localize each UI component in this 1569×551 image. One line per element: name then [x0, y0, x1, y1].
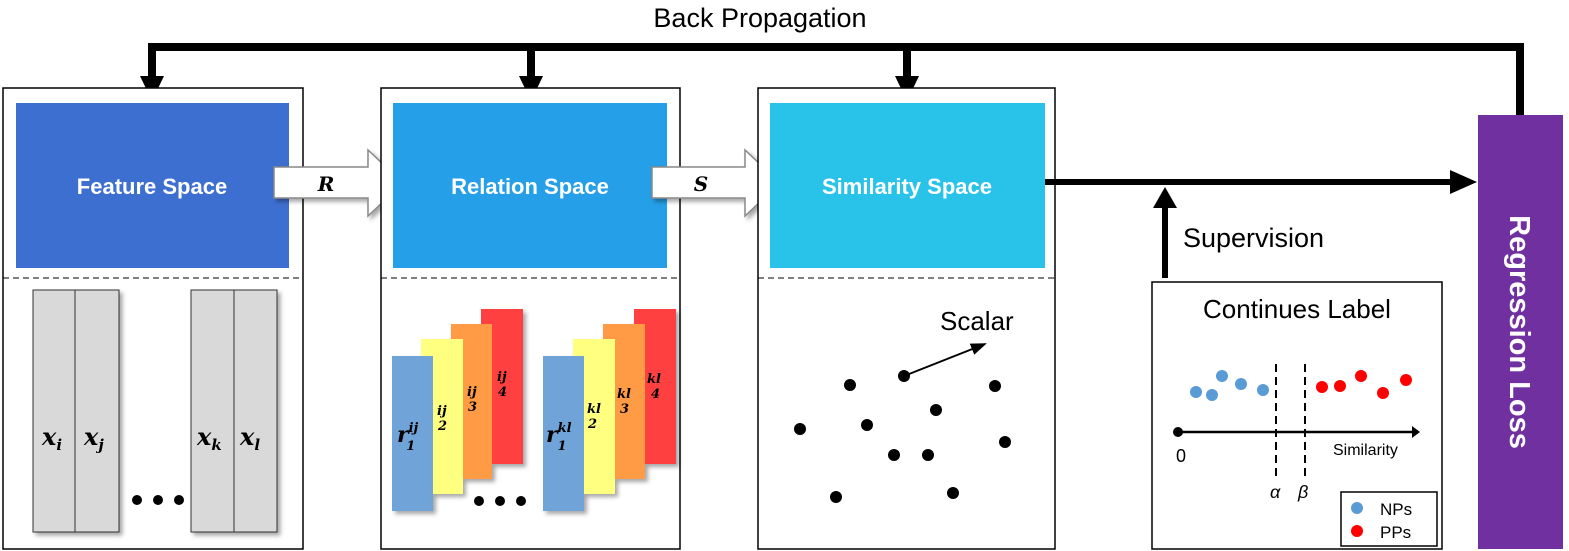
- scalar-label: Scalar: [940, 306, 1014, 336]
- ellipsis-icon: [474, 496, 526, 506]
- similarity-points: [794, 370, 1011, 503]
- r3-ij: ij 3: [467, 385, 477, 415]
- r4-kl: kl 4: [647, 372, 661, 402]
- axis-label: Similarity: [1333, 442, 1398, 459]
- similarity-panel: Similarity Space Scalar: [757, 87, 1056, 550]
- r1-kl: rkl 1: [546, 421, 572, 454]
- origin-label: 0: [1176, 446, 1186, 466]
- back-propagation-line: [148, 43, 1524, 115]
- feature-space-box: [16, 103, 289, 268]
- r-label: R: [317, 172, 335, 196]
- legend: NPs PPs: [1340, 491, 1438, 547]
- supervision-label: Supervision: [1183, 223, 1324, 253]
- regression-loss-title: Regression Loss: [1503, 215, 1535, 449]
- legend-nps: NPs: [1380, 500, 1412, 519]
- r3-kl: kl 3: [617, 387, 631, 417]
- r2-ij: ij 2: [437, 404, 447, 434]
- relation-space-title: Relation Space: [451, 174, 609, 199]
- r2-kl: kl 2: [587, 402, 601, 432]
- continues-label-box: Continues Label 0 Similarity α β NPs PPs: [1151, 281, 1443, 550]
- relation-space-box: [393, 103, 667, 268]
- legend-pps: PPs: [1380, 523, 1411, 542]
- feature-x-l: xl: [239, 422, 260, 454]
- pp-points: [1316, 370, 1412, 399]
- feature-x-j: xj: [83, 422, 104, 454]
- similarity-space-title: Similarity Space: [822, 174, 992, 199]
- feature-x-i: xi: [41, 422, 62, 454]
- beta-label: β: [1297, 482, 1308, 502]
- r1-ij: rij 1: [397, 421, 419, 454]
- feature-space-title: Feature Space: [77, 174, 227, 199]
- relation-panel: Relation Space rij 1 ij 2 ij 3 ij 4 rkl 1 kl 2…: [380, 87, 681, 550]
- feature-panel: Feature Space xi xj xk xl: [2, 87, 304, 550]
- continues-label-title: Continues Label: [1203, 294, 1391, 324]
- s-label: S: [694, 172, 708, 196]
- back-propagation-label: Back Propagation: [653, 3, 866, 33]
- r4-ij: ij 4: [497, 370, 507, 400]
- alpha-label: α: [1270, 482, 1281, 502]
- feature-x-k: xk: [196, 422, 222, 454]
- np-points: [1190, 370, 1269, 401]
- regression-loss-box: Regression Loss: [1478, 115, 1563, 549]
- similarity-space-box: [770, 103, 1045, 268]
- ellipsis-icon: [132, 495, 184, 505]
